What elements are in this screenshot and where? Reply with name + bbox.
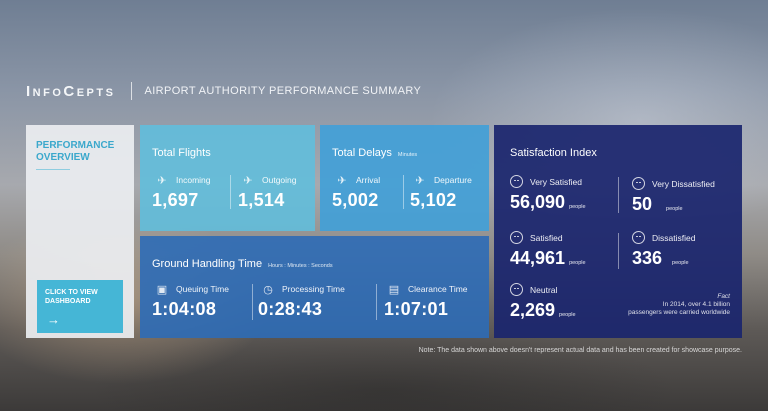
total-delays-label: Total Delays: [332, 147, 392, 159]
metric-divider: [618, 177, 619, 213]
dissatisfied-label: Dissatisfied: [652, 232, 696, 243]
very-satisfied-face-icon: [510, 175, 523, 188]
fact-note: Fact In 2014, over 4.1 billion passenger…: [628, 293, 730, 317]
incoming-value: 1,697: [152, 190, 199, 210]
ground-handling-title: Ground Handling Time Hours : Minutes : Se…: [152, 258, 333, 270]
very-dissatisfied-value: 50: [632, 194, 653, 214]
neutral-face-icon: [510, 283, 523, 296]
very-satisfied-value: 56,090: [510, 192, 566, 212]
metric-divider: [252, 284, 253, 320]
total-delays-title: Total Delays Minutes: [332, 147, 417, 159]
satisfaction-index-title: Satisfaction Index: [510, 147, 597, 159]
total-flights-panel: Total Flights ✈ Incoming 1,697 ✈ Outgoing …: [140, 125, 315, 231]
fact-line-2: passengers were carried worldwide: [628, 309, 730, 316]
dissatisfied-value: 336: [632, 248, 663, 268]
ground-handling-panel: Ground Handling Time Hours : Minutes : Se…: [140, 236, 489, 338]
neutral-metric: Neutral 2,269 people: [510, 283, 576, 321]
people-unit: people: [569, 204, 586, 210]
fact-line-1: In 2014, over 4.1 billion: [662, 301, 730, 308]
infocepts-logo: InfoCepts: [26, 82, 116, 100]
very-satisfied-label: Very Satisfied: [530, 176, 582, 187]
airplane-takeoff-icon: ✈: [243, 174, 253, 187]
performance-overview-panel: PERFORMANCE OVERVIEW CLICK TO VIEW DASHB…: [26, 125, 134, 338]
document-icon: ▤: [388, 283, 400, 296]
departure-label: Departure: [434, 175, 472, 185]
page-title: AIRPORT AUTHORITY PERFORMANCE SUMMARY: [144, 85, 422, 97]
processing-value: 0:28:43: [258, 299, 323, 319]
stopwatch-icon: ◷: [263, 283, 273, 296]
metric-divider: [376, 284, 377, 320]
neutral-label: Neutral: [530, 284, 558, 295]
arrival-value: 5,002: [332, 190, 379, 210]
airplane-landing-icon: ✈: [337, 174, 347, 187]
satisfaction-index-panel: Satisfaction Index Very Satisfied 56,090…: [494, 125, 742, 338]
arrow-right-icon: →: [47, 312, 60, 327]
fact-heading: Fact: [717, 293, 730, 300]
clearance-value: 1:07:01: [384, 299, 449, 319]
dissatisfied-face-icon: [632, 231, 645, 244]
header: InfoCepts AIRPORT AUTHORITY PERFORMANCE …: [26, 80, 421, 102]
processing-metric: ◷ Processing Time 0:28:43: [258, 282, 345, 320]
very-dissatisfied-face-icon: [632, 177, 645, 190]
outgoing-label: Outgoing: [262, 175, 297, 185]
delays-unit: Minutes: [397, 152, 418, 158]
neutral-value: 2,269: [510, 300, 556, 320]
people-unit: people: [666, 206, 683, 212]
metric-divider: [403, 175, 404, 209]
processing-label: Processing Time: [282, 284, 345, 294]
performance-overview-title: PERFORMANCE OVERVIEW: [36, 140, 115, 163]
very-dissatisfied-label: Very Dissatisfied: [652, 178, 715, 189]
metric-divider: [230, 175, 231, 209]
total-delays-panel: Total Delays Minutes ✈ Arrival 5,002 ✈ Depa…: [320, 125, 489, 231]
dissatisfied-metric: Dissatisfied 336 people: [632, 231, 695, 269]
people-unit: people: [569, 260, 586, 266]
very-satisfied-metric: Very Satisfied 56,090 people: [510, 175, 586, 213]
incoming-metric: ✈ Incoming 1,697: [152, 173, 211, 211]
airplane-landing-icon: ✈: [157, 174, 167, 187]
incoming-label: Incoming: [176, 175, 211, 185]
departure-value: 5,102: [410, 190, 457, 210]
outgoing-value: 1,514: [238, 190, 285, 210]
view-dashboard-button[interactable]: CLICK TO VIEW DASHBOARD →: [37, 280, 123, 333]
satisfied-value: 44,961: [510, 248, 566, 268]
satisfied-metric: Satisfied 44,961 people: [510, 231, 586, 269]
people-unit: people: [672, 260, 689, 266]
clearance-label: Clearance Time: [408, 284, 468, 294]
title-underline: [36, 169, 70, 170]
luggage-icon: ▣: [156, 283, 168, 296]
airplane-takeoff-icon: ✈: [415, 174, 425, 187]
view-dashboard-label: CLICK TO VIEW DASHBOARD: [45, 289, 98, 305]
people-unit: people: [559, 312, 576, 318]
ground-handling-unit: Hours : Minutes : Seconds: [268, 263, 333, 269]
satisfied-face-icon: [510, 231, 523, 244]
queuing-metric: ▣ Queuing Time 1:04:08: [152, 282, 229, 320]
queuing-value: 1:04:08: [152, 299, 217, 319]
very-dissatisfied-metric: Very Dissatisfied 50 people: [632, 177, 715, 215]
clearance-metric: ▤ Clearance Time 1:07:01: [384, 282, 468, 320]
total-flights-title: Total Flights: [152, 147, 211, 159]
metric-divider: [618, 233, 619, 269]
satisfied-label: Satisfied: [530, 232, 563, 243]
departure-metric: ✈ Departure 5,102: [410, 173, 472, 211]
arrival-metric: ✈ Arrival 5,002: [332, 173, 380, 211]
outgoing-metric: ✈ Outgoing 1,514: [238, 173, 297, 211]
ground-handling-label: Ground Handling Time: [152, 258, 263, 270]
queuing-label: Queuing Time: [176, 284, 229, 294]
header-divider: [131, 82, 133, 100]
disclaimer-note: Note: The data shown above doesn't repre…: [418, 347, 742, 354]
arrival-label: Arrival: [356, 175, 381, 185]
